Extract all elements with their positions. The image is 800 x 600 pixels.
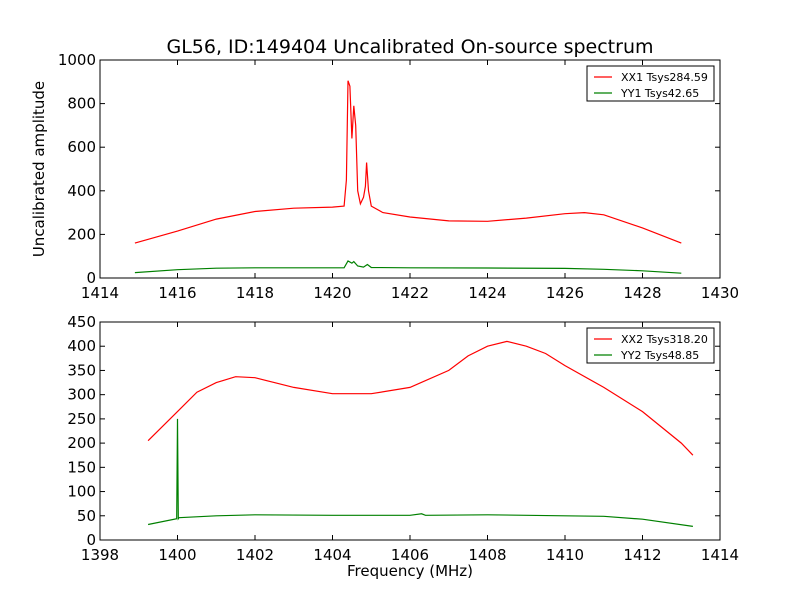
- y-tick-label: 50: [77, 507, 96, 525]
- legend: XX1 Tsys284.59 YY1 Tsys42.65: [586, 65, 715, 102]
- y-tick-label: 200: [67, 225, 96, 243]
- y-tick-label: 400: [67, 182, 96, 200]
- y-axis-label: Uncalibrated amplitude: [30, 81, 48, 257]
- y-tick-label: 150: [67, 458, 96, 476]
- legend-frame: [586, 65, 715, 102]
- legend-entry: YY1 Tsys42.65: [620, 87, 699, 100]
- x-tick-label: 1424: [468, 284, 506, 302]
- y-tick-label: 250: [67, 410, 96, 428]
- x-tick-label: 1428: [623, 284, 661, 302]
- x-tick-label: 1416: [158, 284, 196, 302]
- x-tick-label: 1398: [81, 546, 119, 564]
- x-tick-label: 1414: [701, 546, 739, 564]
- y-tick-label: 0: [86, 531, 96, 549]
- x-tick-label: 1406: [391, 546, 429, 564]
- legend-entry: XX1 Tsys284.59: [621, 71, 708, 84]
- y-tick-label: 1000: [58, 51, 96, 69]
- series-line-yy2: [147, 418, 693, 527]
- x-tick-label: 1404: [313, 546, 351, 564]
- y-tick-label: 350: [67, 361, 96, 379]
- series-line-xx2: [147, 340, 694, 456]
- y-tick-label: 100: [67, 483, 96, 501]
- x-tick-label: 1422: [391, 284, 429, 302]
- x-tick-label: 1426: [546, 284, 584, 302]
- x-tick-label: 1418: [236, 284, 274, 302]
- x-tick-label: 1402: [236, 546, 274, 564]
- y-tick-label: 800: [67, 95, 96, 113]
- chart-title: GL56, ID:149404 Uncalibrated On-source s…: [166, 36, 653, 58]
- y-tick-label: 400: [67, 337, 96, 355]
- y-tick-label: 0: [86, 269, 96, 287]
- y-tick-label: 200: [67, 434, 96, 452]
- x-tick-label: 1412: [623, 546, 661, 564]
- top-panel: 1414 1416 1418 1420 1422 1424 1426 1428 1430 0 200…: [58, 51, 739, 302]
- x-tick-label: 1420: [313, 284, 351, 302]
- legend-entry: YY2 Tsys48.85: [620, 349, 699, 362]
- legend-frame: [586, 327, 715, 364]
- series-line-yy1: [134, 260, 682, 274]
- x-tick-label: 1410: [546, 546, 584, 564]
- x-tick-label: 1400: [158, 546, 196, 564]
- x-tick-label: 1408: [468, 546, 506, 564]
- y-tick-label: 600: [67, 138, 96, 156]
- bottom-panel: 1398 1400 1402 1404 1406 1408 1410 1412 1414 0 50 1…: [67, 313, 739, 564]
- x-axis-label: Frequency (MHz): [347, 562, 473, 580]
- series-line-xx1: [134, 80, 682, 244]
- x-tick-label: 1430: [701, 284, 739, 302]
- x-tick-label: 1414: [81, 284, 119, 302]
- y-tick-label: 450: [67, 313, 96, 331]
- y-tick-label: 300: [67, 386, 96, 404]
- legend: XX2 Tsys318.20 YY2 Tsys48.85: [586, 327, 715, 364]
- legend-entry: XX2 Tsys318.20: [621, 333, 708, 346]
